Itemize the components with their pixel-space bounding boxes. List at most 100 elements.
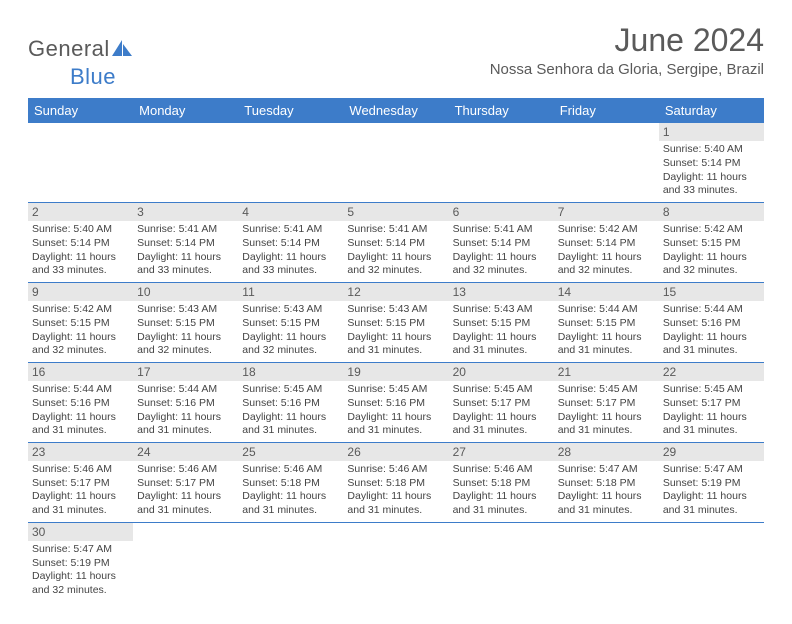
daylight-text: Daylight: 11 hours and 31 minutes. [347, 490, 444, 517]
day-number: 9 [28, 283, 133, 301]
calendar-empty [554, 522, 659, 601]
day-details: Sunrise: 5:47 AMSunset: 5:19 PMDaylight:… [659, 461, 764, 522]
day-details: Sunrise: 5:45 AMSunset: 5:17 PMDaylight:… [449, 381, 554, 442]
day-number: 12 [343, 283, 448, 301]
daylight-text: Daylight: 11 hours and 31 minutes. [453, 331, 550, 358]
day-details: Sunrise: 5:44 AMSunset: 5:16 PMDaylight:… [133, 381, 238, 442]
day-details: Sunrise: 5:43 AMSunset: 5:15 PMDaylight:… [449, 301, 554, 362]
sunrise-text: Sunrise: 5:47 AM [32, 543, 129, 557]
sunset-text: Sunset: 5:15 PM [347, 317, 444, 331]
weekday-header: Wednesday [343, 98, 448, 123]
day-number: 17 [133, 363, 238, 381]
day-details: Sunrise: 5:41 AMSunset: 5:14 PMDaylight:… [238, 221, 343, 282]
sunrise-text: Sunrise: 5:40 AM [32, 223, 129, 237]
sunrise-text: Sunrise: 5:41 AM [242, 223, 339, 237]
sunrise-text: Sunrise: 5:46 AM [137, 463, 234, 477]
day-details: Sunrise: 5:44 AMSunset: 5:16 PMDaylight:… [659, 301, 764, 362]
daylight-text: Daylight: 11 hours and 31 minutes. [558, 331, 655, 358]
daylight-text: Daylight: 11 hours and 31 minutes. [347, 331, 444, 358]
daylight-text: Daylight: 11 hours and 33 minutes. [242, 251, 339, 278]
calendar-week: 30Sunrise: 5:47 AMSunset: 5:19 PMDayligh… [28, 522, 764, 601]
day-details: Sunrise: 5:44 AMSunset: 5:15 PMDaylight:… [554, 301, 659, 362]
sunrise-text: Sunrise: 5:46 AM [453, 463, 550, 477]
sunrise-text: Sunrise: 5:47 AM [558, 463, 655, 477]
calendar-empty [133, 522, 238, 601]
day-details: Sunrise: 5:45 AMSunset: 5:16 PMDaylight:… [343, 381, 448, 442]
calendar-empty [238, 123, 343, 202]
sunset-text: Sunset: 5:18 PM [453, 477, 550, 491]
sunset-text: Sunset: 5:15 PM [137, 317, 234, 331]
calendar-empty [133, 123, 238, 202]
calendar-day: 27Sunrise: 5:46 AMSunset: 5:18 PMDayligh… [449, 442, 554, 522]
sunset-text: Sunset: 5:16 PM [137, 397, 234, 411]
day-number: 14 [554, 283, 659, 301]
day-number: 29 [659, 443, 764, 461]
day-details: Sunrise: 5:45 AMSunset: 5:17 PMDaylight:… [659, 381, 764, 442]
day-number: 3 [133, 203, 238, 221]
calendar-day: 9Sunrise: 5:42 AMSunset: 5:15 PMDaylight… [28, 282, 133, 362]
sunset-text: Sunset: 5:19 PM [663, 477, 760, 491]
daylight-text: Daylight: 11 hours and 31 minutes. [453, 411, 550, 438]
sunrise-text: Sunrise: 5:45 AM [242, 383, 339, 397]
calendar-day: 28Sunrise: 5:47 AMSunset: 5:18 PMDayligh… [554, 442, 659, 522]
weekday-header: Friday [554, 98, 659, 123]
day-number: 16 [28, 363, 133, 381]
day-details: Sunrise: 5:47 AMSunset: 5:18 PMDaylight:… [554, 461, 659, 522]
daylight-text: Daylight: 11 hours and 33 minutes. [137, 251, 234, 278]
sunrise-text: Sunrise: 5:46 AM [347, 463, 444, 477]
weekday-header: Sunday [28, 98, 133, 123]
day-number: 28 [554, 443, 659, 461]
sunrise-text: Sunrise: 5:45 AM [453, 383, 550, 397]
calendar-day: 16Sunrise: 5:44 AMSunset: 5:16 PMDayligh… [28, 362, 133, 442]
sunrise-text: Sunrise: 5:47 AM [663, 463, 760, 477]
sunrise-text: Sunrise: 5:41 AM [137, 223, 234, 237]
calendar-week: 9Sunrise: 5:42 AMSunset: 5:15 PMDaylight… [28, 282, 764, 362]
sunrise-text: Sunrise: 5:45 AM [347, 383, 444, 397]
sunset-text: Sunset: 5:16 PM [242, 397, 339, 411]
daylight-text: Daylight: 11 hours and 31 minutes. [242, 490, 339, 517]
sunset-text: Sunset: 5:15 PM [663, 237, 760, 251]
daylight-text: Daylight: 11 hours and 33 minutes. [32, 251, 129, 278]
sunrise-text: Sunrise: 5:41 AM [453, 223, 550, 237]
calendar-day: 21Sunrise: 5:45 AMSunset: 5:17 PMDayligh… [554, 362, 659, 442]
day-number: 11 [238, 283, 343, 301]
daylight-text: Daylight: 11 hours and 31 minutes. [663, 490, 760, 517]
weekday-header: Saturday [659, 98, 764, 123]
sunset-text: Sunset: 5:15 PM [453, 317, 550, 331]
sunrise-text: Sunrise: 5:44 AM [32, 383, 129, 397]
day-details: Sunrise: 5:42 AMSunset: 5:14 PMDaylight:… [554, 221, 659, 282]
calendar-day: 7Sunrise: 5:42 AMSunset: 5:14 PMDaylight… [554, 202, 659, 282]
calendar-day: 19Sunrise: 5:45 AMSunset: 5:16 PMDayligh… [343, 362, 448, 442]
sunset-text: Sunset: 5:17 PM [663, 397, 760, 411]
sunset-text: Sunset: 5:16 PM [663, 317, 760, 331]
weekday-header: Monday [133, 98, 238, 123]
calendar-day: 25Sunrise: 5:46 AMSunset: 5:18 PMDayligh… [238, 442, 343, 522]
daylight-text: Daylight: 11 hours and 31 minutes. [453, 490, 550, 517]
sunrise-text: Sunrise: 5:46 AM [242, 463, 339, 477]
calendar-empty [449, 522, 554, 601]
daylight-text: Daylight: 11 hours and 31 minutes. [663, 411, 760, 438]
calendar-empty [238, 522, 343, 601]
calendar-day: 4Sunrise: 5:41 AMSunset: 5:14 PMDaylight… [238, 202, 343, 282]
sunrise-text: Sunrise: 5:45 AM [663, 383, 760, 397]
day-number: 1 [659, 123, 764, 141]
sunrise-text: Sunrise: 5:42 AM [32, 303, 129, 317]
day-number: 5 [343, 203, 448, 221]
sunset-text: Sunset: 5:14 PM [32, 237, 129, 251]
calendar-empty [343, 522, 448, 601]
daylight-text: Daylight: 11 hours and 32 minutes. [242, 331, 339, 358]
calendar-page: GeneralBlue June 2024 Nossa Senhora da G… [0, 0, 792, 624]
calendar-week: 1Sunrise: 5:40 AMSunset: 5:14 PMDaylight… [28, 123, 764, 202]
daylight-text: Daylight: 11 hours and 32 minutes. [663, 251, 760, 278]
day-number: 8 [659, 203, 764, 221]
day-details: Sunrise: 5:46 AMSunset: 5:18 PMDaylight:… [238, 461, 343, 522]
sunset-text: Sunset: 5:14 PM [137, 237, 234, 251]
calendar-day: 11Sunrise: 5:43 AMSunset: 5:15 PMDayligh… [238, 282, 343, 362]
day-details: Sunrise: 5:43 AMSunset: 5:15 PMDaylight:… [343, 301, 448, 362]
day-number: 22 [659, 363, 764, 381]
logo-text: GeneralBlue [28, 36, 132, 90]
day-number: 26 [343, 443, 448, 461]
daylight-text: Daylight: 11 hours and 31 minutes. [347, 411, 444, 438]
sunset-text: Sunset: 5:17 PM [137, 477, 234, 491]
sunset-text: Sunset: 5:14 PM [242, 237, 339, 251]
